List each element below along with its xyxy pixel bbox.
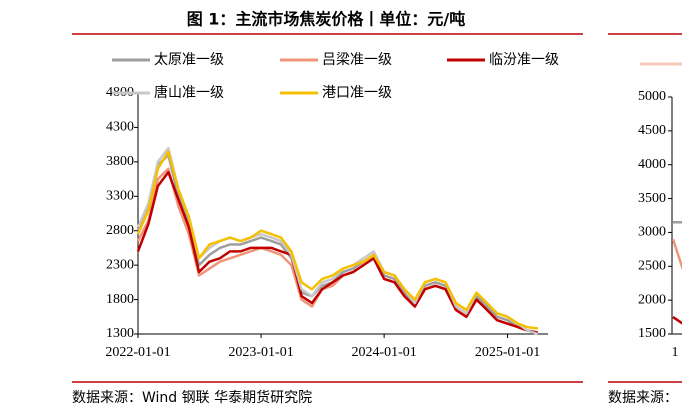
y-tick-label: 1800 xyxy=(106,292,134,307)
series-line xyxy=(672,238,682,271)
source: 数据来源： xyxy=(608,390,678,406)
series-line xyxy=(672,316,682,325)
y-tick-label: 1300 xyxy=(106,326,134,341)
x-tick-label: 2025-01-01 xyxy=(475,345,540,360)
y-tick-label: 2000 xyxy=(638,292,666,307)
x-tick-label: 2022-01-01 xyxy=(105,345,170,360)
y-tick-label: 4300 xyxy=(106,120,134,135)
series-line xyxy=(136,150,539,330)
y-tick-label: 1500 xyxy=(638,326,666,341)
y-tick-label: 4500 xyxy=(638,123,666,138)
y-tick-label: 3500 xyxy=(638,191,666,206)
y-tick-label: 2300 xyxy=(106,257,134,272)
chart-title: 图 1：主流市场焦炭价格丨单位：元/吨 xyxy=(187,10,466,29)
x-tick-label: 2024-01-01 xyxy=(351,345,416,360)
y-tick-label: 2800 xyxy=(106,223,134,238)
clip-group xyxy=(672,221,682,325)
legend-label: 临汾准一级 xyxy=(489,52,559,68)
y-tick-label: 5000 xyxy=(638,89,666,104)
x-tick-label: 1 xyxy=(672,345,679,360)
legend-label: 吕梁准一级 xyxy=(322,52,392,68)
y-tick-label: 3000 xyxy=(638,225,666,240)
series-line xyxy=(136,170,539,334)
y-tick-label: 4000 xyxy=(638,157,666,172)
legend-label: 太原准一级 xyxy=(154,52,224,68)
source: 数据来源：Wind 钢联 华泰期货研究院 xyxy=(72,389,312,406)
x-tick-label: 2023-01-01 xyxy=(228,345,293,360)
y-tick-label: 3300 xyxy=(106,189,134,204)
series-line xyxy=(136,146,539,336)
y-tick-label: 3800 xyxy=(106,154,134,169)
legend-label: 唐山准一级 xyxy=(154,84,224,101)
series-line xyxy=(136,153,539,334)
legend-label: 港口准一级 xyxy=(322,85,392,101)
y-tick-label: 2500 xyxy=(638,259,666,274)
